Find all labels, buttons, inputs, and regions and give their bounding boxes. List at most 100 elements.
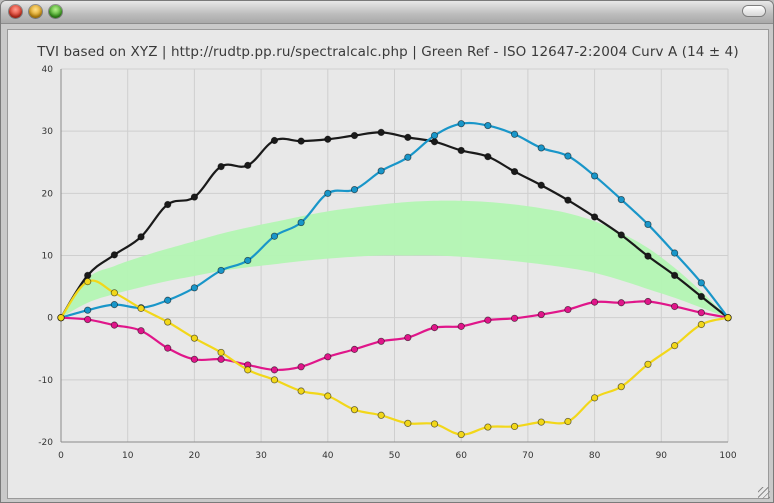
- resize-grip[interactable]: [758, 487, 770, 499]
- y-tick-label: 40: [42, 65, 54, 75]
- series-3-point: [297, 363, 305, 371]
- x-tick-label: 0: [58, 451, 64, 461]
- y-tick-label: 0: [47, 314, 53, 324]
- series-2-point: [590, 172, 599, 180]
- series-4-point: [697, 320, 705, 329]
- series-2-point: [430, 131, 439, 140]
- series-3-point: [190, 355, 198, 363]
- series-3-point: [350, 345, 359, 353]
- series-4-point: [430, 420, 439, 428]
- series-4-point: [564, 417, 572, 426]
- x-tick-label: 30: [255, 451, 267, 461]
- series-1-point: [510, 167, 519, 176]
- series-1-point: [430, 138, 439, 146]
- series-3-point: [377, 337, 385, 345]
- minimize-window-button[interactable]: [29, 5, 42, 18]
- series-3-point: [137, 327, 145, 335]
- x-tick-label: 80: [589, 451, 601, 461]
- y-tick-label: 20: [42, 189, 54, 199]
- series-4-point: [57, 314, 65, 322]
- series-3-point: [644, 297, 652, 306]
- zoom-window-button[interactable]: [49, 5, 62, 18]
- series-3-point: [590, 298, 599, 306]
- x-tick-label: 20: [189, 451, 201, 461]
- tvi-chart: 0 10 20 30 40 50 60 70 80 90 100 -20 -10 0 10 20 30 40: [38, 65, 737, 461]
- series-1-point: [644, 252, 652, 260]
- series-4-point: [297, 387, 305, 395]
- series-3-point: [110, 321, 118, 329]
- series-4-point: [671, 342, 679, 350]
- close-window-button[interactable]: [9, 5, 22, 18]
- y-tick-label: 10: [42, 252, 54, 262]
- series-4-point: [190, 334, 198, 342]
- series-4-point: [324, 392, 332, 400]
- series-4-point: [244, 366, 252, 374]
- x-tick-label: 40: [322, 451, 334, 461]
- series-2-point: [217, 266, 225, 275]
- series-1-point: [324, 135, 332, 143]
- series-1-point: [697, 292, 705, 301]
- series-3-point: [484, 316, 492, 324]
- series-4-point: [137, 304, 145, 312]
- x-tick-label: 90: [656, 451, 668, 461]
- series-2-point: [270, 232, 279, 240]
- series-2-point: [537, 144, 545, 152]
- x-tick-label: 100: [719, 451, 736, 461]
- series-2-point: [377, 167, 385, 175]
- series-4-point: [404, 419, 412, 427]
- series-4-point: [510, 422, 519, 431]
- series-3-point: [564, 305, 572, 314]
- x-tick-label: 10: [122, 451, 134, 461]
- series-4-point: [484, 423, 492, 431]
- series-1-point: [84, 271, 92, 279]
- series-2-point: [324, 189, 332, 197]
- series-1-point: [537, 181, 545, 189]
- series-1-point: [270, 136, 279, 145]
- toolbar-toggle-button[interactable]: [743, 6, 765, 16]
- series-1-point: [564, 196, 572, 204]
- series-4-point: [84, 278, 92, 286]
- series-3-point: [217, 355, 225, 363]
- series-4-point: [350, 406, 359, 414]
- series-2-point: [457, 120, 465, 128]
- series-1-point: [377, 128, 385, 137]
- series-3-point: [404, 333, 412, 342]
- series-2-point: [510, 130, 519, 138]
- series-3-point: [671, 302, 679, 311]
- series-4-point: [644, 360, 652, 368]
- series-1-point: [164, 200, 172, 209]
- series-1-point: [590, 213, 599, 221]
- series-4-point: [537, 418, 545, 426]
- series-3-point: [457, 322, 465, 330]
- series-1-point: [350, 131, 359, 140]
- series-1-point: [617, 231, 625, 239]
- y-tick-label: -10: [38, 376, 53, 386]
- series-4-point: [377, 411, 385, 419]
- series-3-point: [510, 314, 519, 322]
- series-2-point: [190, 284, 198, 292]
- series-2-point: [644, 220, 652, 229]
- chart-area: TVI based on XYZ | http://rudtp.pp.ru/sp…: [8, 30, 768, 498]
- series-4-point: [457, 430, 465, 439]
- series-4-point: [110, 289, 118, 297]
- series-1-point: [297, 137, 305, 145]
- window-titlebar[interactable]: [1, 1, 773, 24]
- series-2-point: [244, 256, 252, 265]
- chart-title: TVI based on XYZ | http://rudtp.pp.ru/sp…: [37, 44, 739, 60]
- tolerance-band: [61, 200, 728, 318]
- series-1-point: [190, 193, 198, 201]
- series-3-point: [270, 366, 279, 374]
- series-4-point: [164, 318, 172, 326]
- series-3-point: [537, 310, 545, 319]
- series-1-point: [110, 251, 118, 259]
- series-2-point: [671, 249, 679, 257]
- series-1-point: [404, 133, 412, 141]
- series-2-point: [164, 296, 172, 304]
- series-1-point: [457, 146, 465, 155]
- series-1-point: [217, 163, 225, 171]
- series-4-point: [217, 348, 225, 357]
- series-4-point: [270, 376, 279, 384]
- series-2-point: [617, 195, 625, 204]
- series-3-point: [697, 309, 705, 317]
